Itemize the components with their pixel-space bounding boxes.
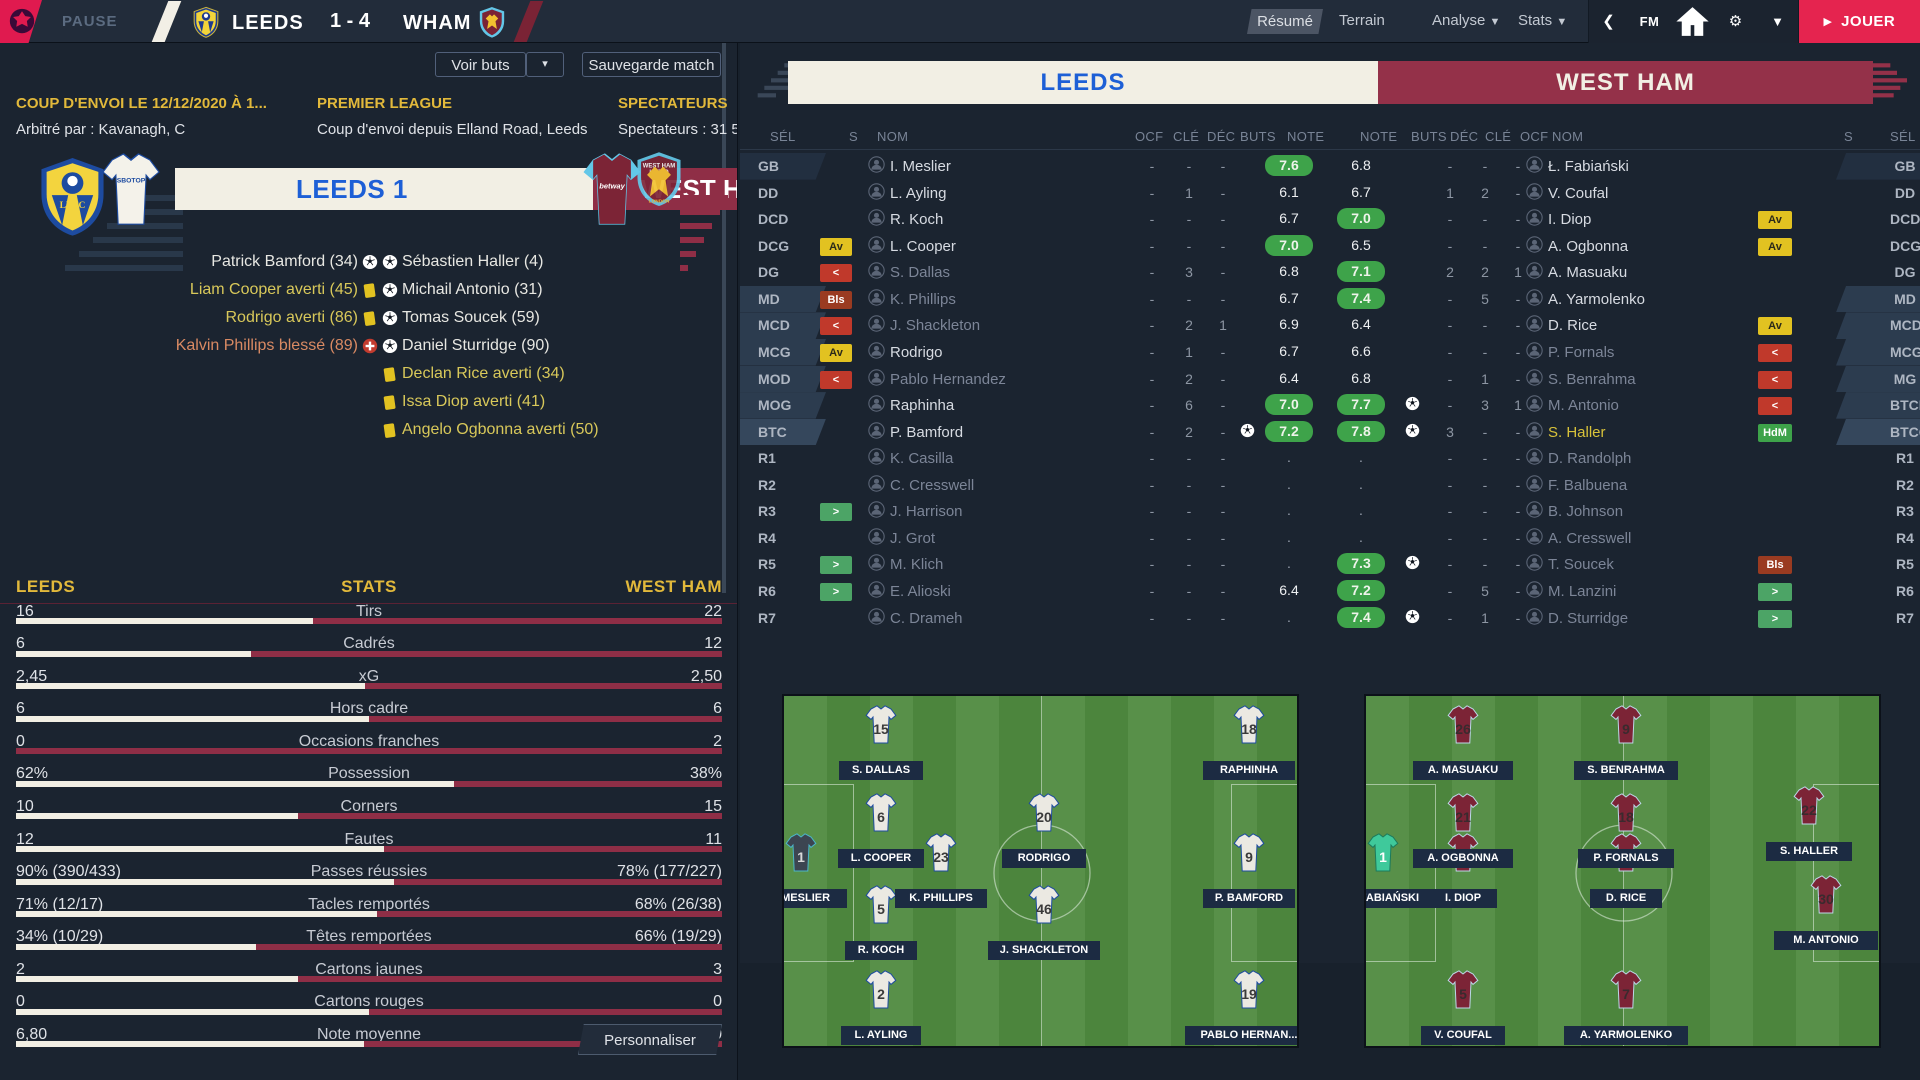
svg-text:LUFC: LUFC (60, 201, 86, 211)
svg-text:SBOTOP: SBOTOP (117, 178, 146, 185)
svg-text:LONDON: LONDON (649, 198, 670, 204)
svg-text:betway: betway (599, 182, 625, 191)
